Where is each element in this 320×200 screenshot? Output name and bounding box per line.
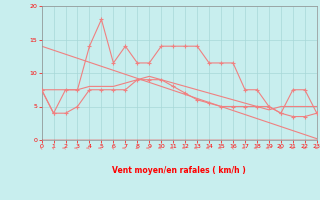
X-axis label: Vent moyen/en rafales ( km/h ): Vent moyen/en rafales ( km/h )	[112, 166, 246, 175]
